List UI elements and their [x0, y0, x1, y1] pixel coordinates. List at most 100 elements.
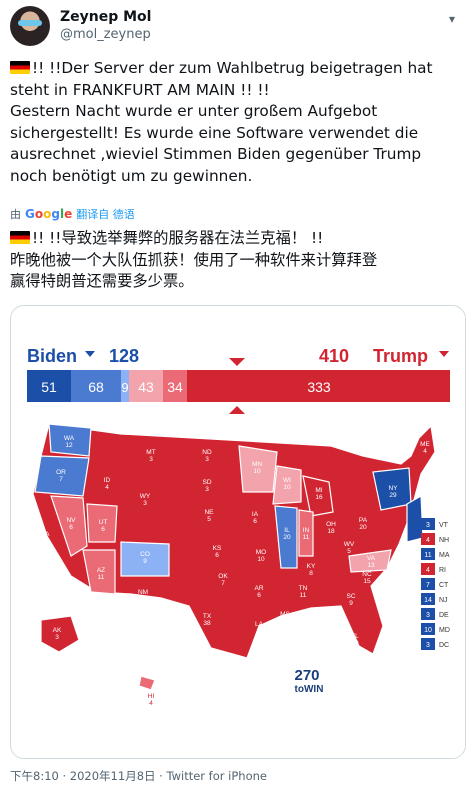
state-label: 6	[283, 618, 287, 625]
state-label: MO	[256, 549, 266, 556]
state-label: AR	[254, 585, 263, 592]
small-state-votes: 10	[424, 627, 432, 634]
state-label: FL	[351, 633, 359, 640]
display-name[interactable]: Zeynep Mol	[60, 9, 152, 25]
small-state-abbr: VT	[439, 522, 449, 529]
state-label: IL	[284, 527, 290, 534]
state-label: 16	[327, 616, 335, 623]
state-label: 8	[257, 628, 261, 635]
state-label: 38	[203, 620, 211, 627]
state-label: 3	[55, 634, 59, 641]
translate-link[interactable]: 翻译自 德语	[76, 208, 135, 221]
state-label: 5	[207, 516, 211, 523]
state-label: WY	[140, 493, 151, 500]
state-label: TN	[299, 585, 308, 592]
small-state-abbr: DE	[439, 612, 449, 619]
state-label: 20	[283, 534, 291, 541]
tweet-text-german: !! !!Der Server der zum Wahlbetrug beige…	[10, 58, 462, 187]
us-map	[32, 423, 436, 691]
state-label: WA	[64, 435, 75, 442]
state-label: NC	[362, 571, 372, 578]
state-label: 4	[149, 700, 153, 707]
trump-total: 410	[319, 346, 349, 366]
state-label: 3	[205, 456, 209, 463]
state-label: 4	[423, 448, 427, 455]
trump-label: Trump	[373, 346, 428, 366]
logo-text: toWIN	[295, 684, 324, 695]
small-state-dc: 3 DC	[421, 638, 449, 650]
small-state-votes: 14	[424, 597, 432, 604]
state-label: AK	[53, 627, 62, 634]
small-state-md: 10 MD	[421, 623, 450, 635]
center-marker-bottom-icon	[229, 406, 245, 414]
small-states-legend: 3 VT 4 NH 11 MA 4 RI 7 CT 14 NJ 3 DE 10 MD 3 DC	[421, 518, 450, 650]
small-state-ct: 7 CT	[421, 578, 449, 590]
handle[interactable]: @mol_zeynep	[60, 27, 151, 42]
timestamp[interactable]: 下午8:10 · 2020年11月8日	[10, 769, 156, 783]
state-label: UT	[99, 519, 108, 526]
state-label: AL	[303, 611, 311, 618]
state-label: 9	[305, 618, 309, 625]
small-state-votes: 3	[426, 642, 430, 649]
state-label: MT	[146, 449, 155, 456]
bar-value: 43	[138, 379, 154, 395]
state-label: WI	[283, 477, 291, 484]
center-marker-top-icon	[229, 358, 245, 366]
state-label: CA	[40, 531, 50, 538]
small-state-abbr: MA	[439, 552, 450, 559]
state-label: 6	[253, 518, 257, 525]
state-label: 12	[65, 442, 73, 449]
small-state-votes: 11	[424, 552, 431, 559]
state-label: CO	[140, 551, 150, 558]
state-label: 3	[205, 486, 209, 493]
google-logo-icon: Google	[25, 207, 73, 221]
state-label: 6	[257, 592, 261, 599]
state-label: 18	[327, 528, 335, 535]
tweet-source[interactable]: Twitter for iPhone	[166, 769, 267, 783]
biden-label: Biden	[27, 346, 77, 366]
state-label: 10	[253, 468, 261, 475]
tweet-line: sichergestellt! Es wurde eine Software v…	[10, 123, 419, 142]
germany-flag-icon	[10, 61, 30, 74]
state-label: 29	[389, 492, 397, 499]
state-label: 11	[300, 592, 307, 599]
state-label: 7	[59, 476, 63, 483]
state-label: OH	[326, 521, 336, 528]
tweet-line: 赢得特朗普还需要多少票。	[10, 272, 194, 290]
small-state-vt: 3 VT	[421, 518, 449, 530]
state-label: OR	[56, 469, 66, 476]
small-state-nj: 14 NJ	[421, 593, 448, 605]
germany-flag-icon	[10, 231, 30, 244]
small-state-ma: 11 MA	[421, 548, 450, 560]
more-options-icon[interactable]: ▾	[448, 12, 456, 26]
state-label: 5	[141, 596, 145, 603]
tweet-media-image[interactable]: Biden 128 410 Trump 51 68 9 43 34 333	[10, 305, 466, 759]
state-label: OK	[218, 573, 228, 580]
state-label: ID	[104, 477, 111, 484]
state-label: LA	[255, 621, 264, 628]
state-label: MI	[315, 487, 322, 494]
state-label: 10	[283, 484, 291, 491]
state-label: MS	[280, 611, 290, 618]
small-state-abbr: NH	[439, 537, 449, 544]
state-label: 10	[257, 556, 265, 563]
state-label: 6	[215, 552, 219, 559]
small-state-votes: 3	[426, 522, 430, 529]
tweet-line: !! !!Der Server der zum Wahlbetrug beige…	[32, 59, 433, 77]
state-label: PA	[359, 517, 368, 524]
tweet-line: Gestern Nacht wurde er unter großem Aufg…	[10, 102, 378, 120]
small-state-abbr: CT	[439, 582, 449, 589]
bar-value: 51	[41, 379, 57, 395]
state-label: 16	[315, 494, 323, 501]
state-label: 3	[143, 500, 147, 507]
state-label: ME	[420, 441, 430, 448]
small-state-de: 3 DE	[421, 608, 449, 620]
tweet-line: steht in FRANKFURT AM MAIN !! !!	[10, 80, 270, 99]
translate-prefix: 由	[10, 208, 21, 221]
state-label: TX	[203, 613, 212, 620]
state-label: 55	[41, 538, 49, 545]
state-label: 9	[349, 600, 353, 607]
avatar[interactable]	[10, 6, 50, 46]
small-state-votes: 3	[426, 612, 430, 619]
tweet-line: ausrechnet ,wieviel Stimmen Biden gegenü…	[10, 145, 422, 163]
